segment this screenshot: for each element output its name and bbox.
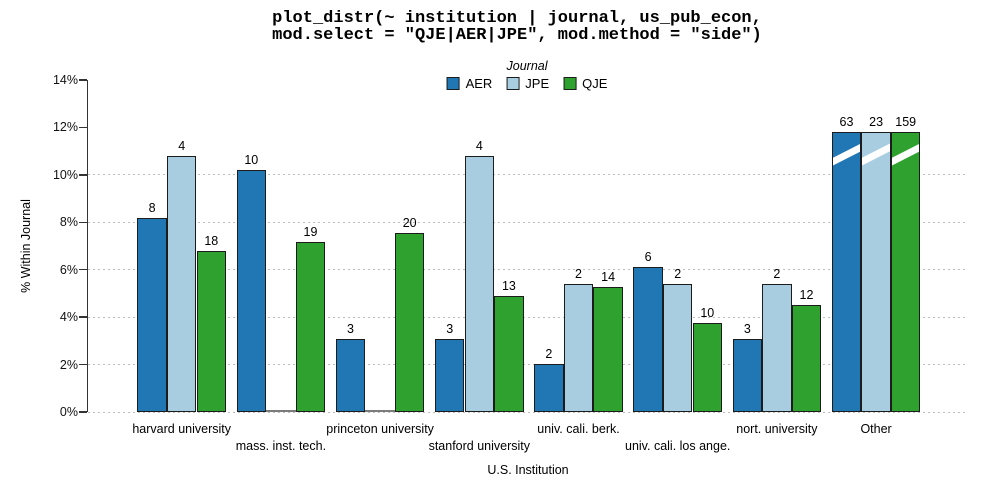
bar-aer-7	[732, 339, 763, 412]
y-axis-line	[86, 80, 88, 412]
legend-swatch-icon	[563, 77, 577, 90]
gridline	[88, 174, 965, 176]
legend-swatch-icon	[506, 77, 520, 90]
bar-value-label: 23	[869, 115, 884, 130]
bar-value-label: 6	[644, 249, 652, 264]
y-axis-title: % Within Journal	[19, 199, 33, 293]
truncation-marker-icon	[862, 142, 890, 167]
bar-aer-5	[534, 363, 564, 412]
bar-qje-1	[196, 250, 227, 412]
gridline	[88, 269, 965, 271]
y-tick-label: 14%	[52, 73, 78, 87]
y-axis-tick	[79, 363, 87, 366]
bar-value-label: 10	[700, 305, 715, 320]
y-tick-label: 2%	[59, 357, 78, 372]
legend-item-label: JPE	[525, 76, 550, 91]
x-tick-label: univ. cali. los ange.	[624, 439, 731, 453]
gridline	[88, 411, 965, 413]
bar-jpe-1	[166, 155, 197, 412]
y-axis-tick	[79, 221, 87, 224]
bar-qje-7	[791, 304, 822, 412]
bar-qje-8	[890, 132, 921, 412]
bar-value-label: 19	[303, 224, 318, 239]
bar-qje-6	[692, 322, 723, 412]
bar-aer-2	[236, 170, 267, 412]
bar-aer-6	[633, 266, 663, 412]
y-tick-label: 4%	[59, 310, 78, 325]
bar-value-label: 2	[575, 266, 582, 281]
bar-value-label: 14	[601, 269, 616, 284]
bar-value-label: 159	[895, 115, 917, 130]
legend-item-qje: QJE	[563, 76, 607, 91]
chart-title-line1: plot_distr(~ institution | journal, us_p…	[272, 9, 762, 28]
bar-qje-3	[394, 232, 425, 412]
y-axis-tick	[79, 79, 87, 81]
bar-aer-1	[137, 218, 167, 412]
bar-aer-3	[335, 339, 366, 412]
bar-zero	[365, 410, 395, 412]
bar-value-label: 8	[148, 201, 156, 216]
bar-value-label: 10	[244, 153, 259, 168]
y-axis-tick	[79, 174, 87, 176]
y-tick-label: 12%	[52, 120, 78, 135]
x-tick-label: princeton university	[326, 422, 434, 436]
y-axis-tick	[79, 316, 87, 318]
bar-value-label: 3	[743, 322, 751, 337]
truncation-marker-icon	[891, 142, 920, 167]
legend-item-label: QJE	[582, 76, 608, 91]
legend-item-label: AER	[465, 76, 493, 91]
chart-title-line2: mod.select = "QJE|AER|JPE", mod.method =…	[272, 26, 762, 45]
y-axis-tick	[79, 411, 87, 413]
y-tick-label: 10%	[52, 167, 78, 182]
y-tick-label: 0%	[59, 405, 78, 419]
y-tick-label: 6%	[59, 262, 78, 277]
bar-value-label: 12	[799, 287, 814, 302]
x-tick-label: stanford university	[428, 439, 531, 453]
bar-qje-2	[295, 241, 326, 412]
x-tick-label: nort. university	[736, 422, 818, 436]
bar-value-label: 2	[773, 266, 781, 281]
y-axis-tick	[79, 126, 87, 129]
bar-aer-8	[831, 132, 862, 412]
bar-jpe-6	[662, 283, 693, 412]
legend-item-aer: AER	[446, 76, 493, 91]
legend-title: Journal	[506, 59, 548, 73]
legend-item-jpe: JPE	[506, 76, 549, 91]
bar-jpe-4	[464, 155, 495, 412]
bar-value-label: 2	[545, 346, 553, 361]
bar-value-label: 4	[178, 138, 186, 153]
bar-value-label: 13	[501, 278, 516, 293]
x-tick-label: mass. inst. tech.	[235, 439, 327, 453]
x-axis-title: U.S. Institution	[487, 463, 569, 477]
x-tick-label: Other	[860, 422, 892, 436]
bar-value-label: 20	[402, 215, 417, 230]
y-tick-label: 8%	[59, 215, 78, 230]
gridline	[88, 364, 965, 366]
bar-jpe-7	[762, 283, 792, 412]
gridline	[88, 316, 965, 318]
bar-value-label: 63	[839, 115, 854, 130]
bar-qje-4	[494, 295, 524, 412]
bar-value-label: 2	[674, 266, 682, 281]
gridline	[88, 221, 965, 223]
bar-jpe-5	[563, 283, 594, 412]
x-tick-label: harvard university	[132, 422, 232, 436]
y-axis-tick	[79, 268, 87, 271]
chart-title: plot_distr(~ institution | journal, us_p…	[272, 10, 762, 44]
bar-qje-5	[593, 286, 623, 412]
legend-row: AER JPE QJE	[446, 76, 607, 91]
truncation-marker-icon	[832, 142, 861, 167]
x-tick-label: univ. cali. berk.	[537, 422, 620, 436]
legend: Journal AER JPE QJE	[446, 59, 607, 91]
bar-value-label: 3	[347, 322, 354, 337]
bar-value-label: 18	[204, 233, 219, 248]
bar-value-label: 4	[475, 138, 483, 153]
bar-aer-4	[434, 339, 465, 412]
legend-swatch-icon	[446, 77, 460, 90]
bar-zero	[266, 410, 296, 412]
bar-jpe-8	[861, 132, 891, 412]
bar-value-label: 3	[446, 322, 454, 337]
